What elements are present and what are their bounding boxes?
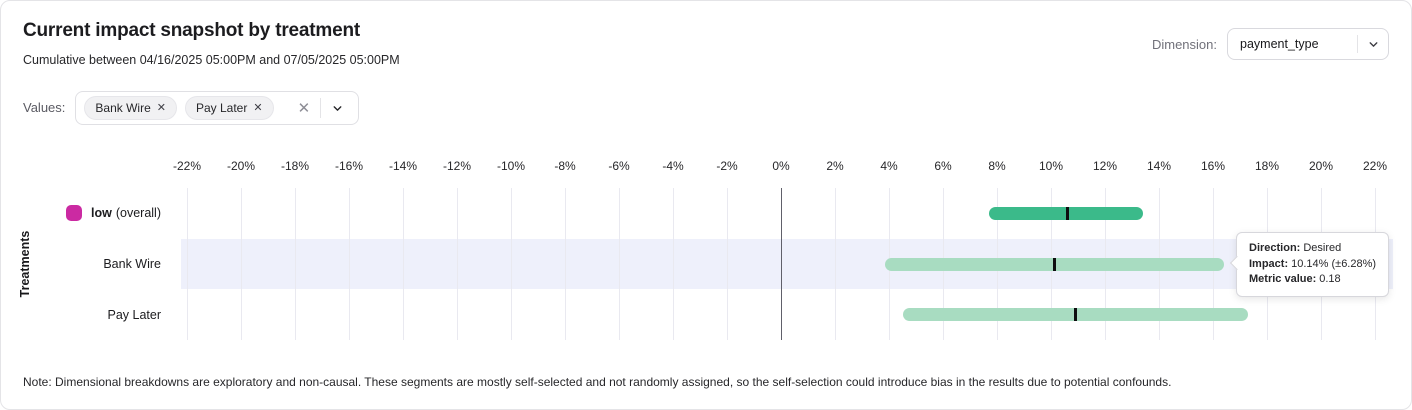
dimension-select[interactable]: payment_type bbox=[1227, 28, 1389, 60]
axis-tick-label: -2% bbox=[716, 159, 738, 173]
tooltip-metric-label: Metric value: bbox=[1249, 273, 1317, 285]
row-label: Bank Wire bbox=[1, 239, 161, 290]
axis-tick-label: -16% bbox=[334, 159, 364, 173]
axis-tick-label: -14% bbox=[388, 159, 418, 173]
tooltip-impact-label: Impact: bbox=[1249, 257, 1289, 270]
axis-tick-label: -6% bbox=[608, 159, 630, 173]
chip-remove-icon[interactable]: ✕ bbox=[253, 101, 263, 114]
clear-values-icon[interactable]: ✕ bbox=[297, 100, 311, 117]
tooltip-metric-row: Metric value: 0.18 bbox=[1249, 272, 1376, 288]
gridline bbox=[565, 188, 566, 340]
axis-tick-label: 6% bbox=[934, 159, 952, 173]
row-labels: low (overall) Bank Wire Pay Later bbox=[1, 188, 161, 340]
axis-tick-label: -20% bbox=[226, 159, 256, 173]
dimension-selected-value: payment_type bbox=[1240, 37, 1319, 51]
gridline bbox=[187, 188, 188, 340]
chip-label: Pay Later bbox=[195, 101, 248, 115]
chevron-down-icon[interactable] bbox=[1358, 38, 1388, 51]
axis-tick-label: 8% bbox=[988, 159, 1006, 173]
zero-gridline bbox=[781, 188, 782, 340]
select-divider bbox=[1357, 35, 1358, 53]
axis-tick-label: -12% bbox=[442, 159, 472, 173]
chip-label: Bank Wire bbox=[95, 101, 151, 115]
date-range-subtitle: Cumulative between 04/16/2025 05:00PM an… bbox=[23, 53, 400, 67]
tooltip-metric-value: 0.18 bbox=[1319, 273, 1341, 285]
gridline bbox=[457, 188, 458, 340]
axis-tick-label: 12% bbox=[1092, 159, 1118, 173]
row-label-text: low bbox=[91, 206, 112, 221]
axis-tick-label: -22% bbox=[172, 159, 202, 173]
axis-tick-label: 0% bbox=[772, 159, 790, 173]
tooltip: Direction: Desired Impact: 10.14% (±6.28%)… bbox=[1236, 232, 1390, 297]
row-label-text: Pay Later bbox=[107, 307, 161, 322]
axis-tick-label: 22% bbox=[1362, 159, 1388, 173]
tooltip-impact-row: Impact: 10.14% (±6.28%) bbox=[1249, 257, 1376, 273]
axis-tick-label: -18% bbox=[280, 159, 310, 173]
values-filter-row: Values: Bank Wire ✕ Pay Later ✕ ✕ bbox=[23, 91, 360, 125]
tooltip-direction-row: Direction: Desired bbox=[1249, 241, 1376, 257]
treatment-color-swatch bbox=[66, 205, 82, 222]
row-label: low (overall) bbox=[1, 188, 161, 239]
axis-tick-label: 4% bbox=[880, 159, 898, 173]
impact-chart: Treatments -22% -20% -18% -16% -14% -12% -10% -… bbox=[1, 151, 1411, 351]
point-estimate-marker bbox=[1073, 308, 1077, 322]
gridline bbox=[295, 188, 296, 340]
gridline bbox=[727, 188, 728, 340]
axis-tick-label: -8% bbox=[554, 159, 576, 173]
value-chip-bank-wire[interactable]: Bank Wire ✕ bbox=[84, 96, 177, 120]
axis-tick-label: 10% bbox=[1038, 159, 1064, 173]
page-title: Current impact snapshot by treatment bbox=[23, 20, 360, 41]
dimension-label: Dimension: bbox=[1151, 36, 1217, 52]
gridline bbox=[241, 188, 242, 340]
dimension-control: Dimension: payment_type bbox=[1152, 28, 1389, 60]
axis-tick-label: 2% bbox=[826, 159, 844, 173]
gridline bbox=[673, 188, 674, 340]
values-multiselect[interactable]: Bank Wire ✕ Pay Later ✕ ✕ bbox=[75, 91, 360, 125]
gridline bbox=[619, 188, 620, 340]
values-label: Values: bbox=[23, 100, 66, 115]
axis-tick-label: -10% bbox=[496, 159, 526, 173]
value-chip-pay-later[interactable]: Pay Later ✕ bbox=[184, 96, 274, 120]
gridline bbox=[835, 188, 836, 340]
row-label-suffix: (overall) bbox=[115, 206, 161, 221]
gridline bbox=[511, 188, 512, 340]
axis-tick-label: 20% bbox=[1308, 159, 1334, 173]
axis-tick-label: -4% bbox=[662, 159, 684, 173]
row-label: Pay Later bbox=[1, 289, 161, 340]
gridline bbox=[349, 188, 350, 340]
point-estimate-marker bbox=[1065, 206, 1069, 220]
tooltip-impact-value: 10.14% (±6.28%) bbox=[1291, 257, 1377, 270]
gridline bbox=[403, 188, 404, 340]
select-divider bbox=[320, 98, 322, 118]
chip-remove-icon[interactable]: ✕ bbox=[156, 101, 166, 114]
axis-tick-label: 16% bbox=[1200, 159, 1226, 173]
row-label-text: Bank Wire bbox=[103, 256, 161, 271]
disclaimer-note: Note: Dimensional breakdowns are explora… bbox=[23, 375, 1172, 389]
point-estimate-marker bbox=[1053, 257, 1057, 271]
chevron-down-icon[interactable] bbox=[321, 102, 352, 115]
axis-tick-label: 14% bbox=[1146, 159, 1172, 173]
axis-tick-label: 18% bbox=[1254, 159, 1280, 173]
x-axis-labels: -22% -20% -18% -16% -14% -12% -10% -8% -6% -4% -2%… bbox=[173, 159, 1393, 175]
plot-area: Direction: Desired Impact: 10.14% (±6.28%)… bbox=[181, 188, 1393, 340]
tooltip-direction-label: Direction: bbox=[1249, 242, 1301, 254]
tooltip-direction-value: Desired bbox=[1303, 242, 1342, 254]
